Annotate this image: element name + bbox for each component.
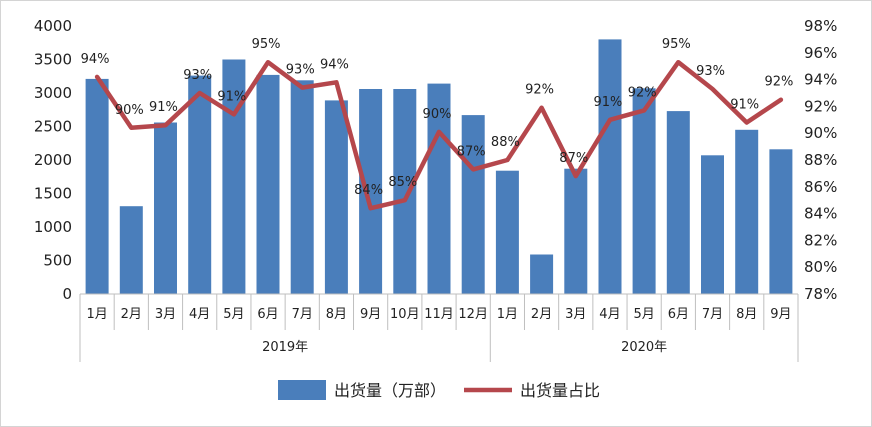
line-data-label: 90% (423, 107, 452, 122)
share-line (94, 59, 784, 211)
x-tick-label: 7月 (702, 307, 723, 322)
x-group-label: 2019年 (262, 340, 308, 355)
axes: 0 500 1000 1500 2000 2500 3000 3500 4000 78% 80% 82… (34, 17, 837, 362)
x-tick-label: 8月 (326, 307, 347, 322)
y-left-tick-label: 3500 (34, 51, 72, 69)
x-tick-label: 5月 (634, 307, 655, 322)
line-data-label: 91% (149, 100, 178, 115)
bar (495, 170, 519, 294)
y-left-tick-label: 1500 (34, 185, 72, 203)
x-tick-label: 4月 (599, 307, 620, 322)
y-left-tick-label: 1000 (34, 218, 72, 236)
data-labels: 94% 90% 91% 93% 91% 95% 93% 94% 84% 85% 90% 87% 88% 9… (81, 37, 794, 198)
line-data-label: 90% (115, 103, 144, 118)
legend-bar-label: 出货量（万部） (334, 381, 446, 400)
y-right-tick-label: 90% (804, 124, 837, 142)
x-tick-label: 9月 (360, 307, 381, 322)
y-left-tick-label: 0 (62, 285, 72, 303)
line-data-label: 91% (217, 89, 246, 104)
y-right-tick-label: 86% (804, 178, 837, 196)
x-tick-label: 12月 (458, 307, 488, 322)
x-tick-label: 8月 (736, 307, 757, 322)
y-left-tick-label: 500 (43, 252, 72, 270)
line-data-label: 91% (730, 97, 759, 112)
y-right-tick-label: 80% (804, 258, 837, 276)
line-data-label: 92% (628, 85, 657, 100)
bar (632, 88, 656, 294)
x-tick-label: 10月 (390, 307, 420, 322)
y-right-tick-label: 88% (804, 151, 837, 169)
y-right-tick-label: 82% (804, 231, 837, 249)
x-tick-label: 2月 (121, 307, 142, 322)
x-tick-label: 3月 (565, 307, 586, 322)
line-data-label: 85% (388, 175, 417, 190)
bar (564, 168, 588, 294)
bar (154, 122, 177, 294)
line-data-label: 92% (525, 83, 554, 98)
bar-series (85, 39, 793, 295)
line-data-label: 84% (354, 183, 383, 198)
bar (85, 78, 109, 295)
bar (666, 111, 690, 294)
x-group-label: 2020年 (621, 340, 667, 355)
x-tick-label: 9月 (770, 307, 791, 322)
x-tick-label: 5月 (223, 307, 244, 322)
y-left-tick-label: 3000 (34, 84, 72, 102)
y-right-tick-label: 92% (804, 97, 837, 115)
x-tick-label: 1月 (86, 307, 107, 322)
line-data-label: 87% (559, 151, 588, 166)
bar (119, 206, 143, 294)
line-data-label: 92% (764, 75, 793, 90)
bar (324, 100, 348, 295)
bar (461, 115, 485, 294)
bar (769, 149, 793, 294)
bar (359, 89, 383, 294)
y-left-tick-label: 2500 (34, 118, 72, 136)
bar (735, 129, 759, 294)
x-tick-label: 7月 (292, 307, 313, 322)
bar (222, 59, 246, 294)
y-left-tick-label: 4000 (34, 17, 72, 35)
line-data-label: 94% (320, 57, 349, 72)
line-data-label: 91% (593, 95, 622, 110)
y-left-tick-label: 2000 (34, 151, 72, 169)
bar (290, 80, 314, 294)
line-data-label: 95% (662, 37, 691, 52)
x-tick-label: 6月 (668, 307, 689, 322)
x-tick-label: 1月 (497, 307, 518, 322)
line-series (94, 59, 784, 211)
y-right-tick-label: 84% (804, 205, 837, 223)
line-data-label: 93% (696, 64, 725, 79)
bar (598, 39, 622, 295)
legend-line-label: 出货量占比 (520, 381, 600, 400)
y-right-tick-label: 94% (804, 71, 837, 89)
bar (530, 254, 554, 294)
x-tick-label: 4月 (189, 307, 210, 322)
line-data-label: 93% (286, 63, 315, 78)
x-tick-label: 6月 (257, 307, 278, 322)
x-tick-label: 2月 (531, 307, 552, 322)
bar (256, 74, 280, 295)
y-right-tick-label: 98% (804, 17, 837, 35)
legend-bar-swatch (278, 380, 326, 400)
line-data-label: 88% (491, 135, 520, 150)
line-data-label: 95% (252, 37, 281, 52)
bar (393, 89, 417, 294)
y-right-tick-label: 96% (804, 44, 837, 62)
line-data-label: 94% (81, 52, 110, 67)
bar (701, 155, 724, 294)
x-tick-label: 11月 (424, 307, 454, 322)
x-tick-label: 3月 (155, 307, 176, 322)
legend: 出货量（万部） 出货量占比 (278, 380, 600, 400)
bar (188, 75, 212, 294)
line-data-label: 93% (183, 68, 212, 83)
y-right-tick-label: 78% (804, 285, 837, 303)
line-data-label: 87% (457, 144, 486, 159)
